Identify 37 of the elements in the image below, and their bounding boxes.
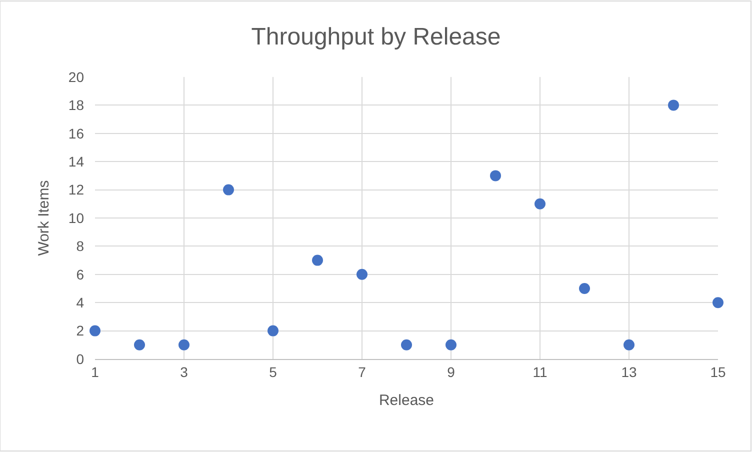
point [446, 339, 456, 350]
x-tick-label: 7 [358, 364, 366, 380]
y-tick-label: 0 [76, 350, 84, 367]
point [312, 254, 323, 266]
x-tick-label: 11 [532, 364, 548, 380]
x-tick-label: 1 [91, 364, 100, 380]
x-tick-label: 15 [710, 364, 726, 380]
x-tick-label: 5 [269, 364, 278, 380]
point [490, 170, 501, 182]
point [579, 283, 590, 294]
point [534, 198, 546, 210]
point [134, 339, 145, 350]
y-axis-title: Work Items [36, 180, 53, 256]
x-tick-label: 3 [180, 364, 188, 380]
y-tick-label: 12 [68, 182, 84, 198]
point [401, 339, 412, 350]
y-tick-label: 18 [68, 97, 84, 114]
y-tick-label: 2 [76, 322, 84, 339]
point [624, 339, 634, 350]
y-tick-label: 6 [76, 266, 84, 282]
point [268, 325, 278, 336]
point [90, 325, 100, 336]
point [178, 339, 190, 350]
y-tick-label: 16 [68, 125, 84, 142]
chart-title: Throughput by Release [251, 24, 501, 51]
point [712, 297, 724, 308]
y-tick-label: 10 [68, 210, 84, 226]
x-axis-title: Release [378, 392, 434, 409]
x-tick-label: 13 [621, 364, 637, 380]
point [356, 268, 368, 280]
y-tick-label: 20 [68, 68, 84, 85]
y-tick-label: 4 [76, 294, 84, 310]
y-tick-label: 14 [68, 154, 84, 170]
point [223, 184, 234, 196]
y-tick-label: 8 [76, 238, 84, 254]
point [668, 100, 679, 111]
x-tick-label: 9 [447, 364, 456, 380]
